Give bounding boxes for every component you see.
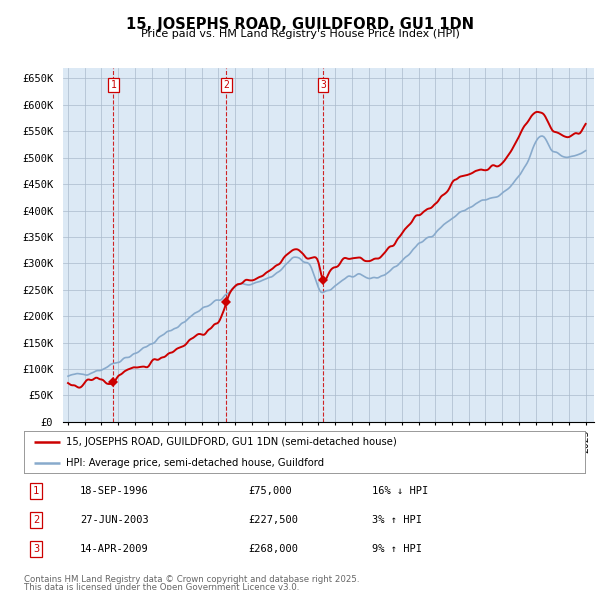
Text: 1: 1 bbox=[33, 486, 40, 496]
Text: 14-APR-2009: 14-APR-2009 bbox=[80, 545, 149, 554]
Text: 9% ↑ HPI: 9% ↑ HPI bbox=[372, 545, 422, 554]
Text: 3% ↑ HPI: 3% ↑ HPI bbox=[372, 515, 422, 525]
Text: £227,500: £227,500 bbox=[248, 515, 298, 525]
Text: 2: 2 bbox=[224, 80, 229, 90]
Text: £268,000: £268,000 bbox=[248, 545, 298, 554]
Text: 15, JOSEPHS ROAD, GUILDFORD, GU1 1DN (semi-detached house): 15, JOSEPHS ROAD, GUILDFORD, GU1 1DN (se… bbox=[66, 437, 397, 447]
Text: 2: 2 bbox=[33, 515, 40, 525]
Text: 3: 3 bbox=[320, 80, 326, 90]
Text: Contains HM Land Registry data © Crown copyright and database right 2025.: Contains HM Land Registry data © Crown c… bbox=[24, 575, 359, 584]
Text: 15, JOSEPHS ROAD, GUILDFORD, GU1 1DN: 15, JOSEPHS ROAD, GUILDFORD, GU1 1DN bbox=[126, 17, 474, 31]
Text: 18-SEP-1996: 18-SEP-1996 bbox=[80, 486, 149, 496]
Text: HPI: Average price, semi-detached house, Guildford: HPI: Average price, semi-detached house,… bbox=[66, 458, 324, 468]
Text: 27-JUN-2003: 27-JUN-2003 bbox=[80, 515, 149, 525]
Text: 16% ↓ HPI: 16% ↓ HPI bbox=[372, 486, 428, 496]
Text: £75,000: £75,000 bbox=[248, 486, 292, 496]
Text: 3: 3 bbox=[33, 545, 40, 554]
Text: 1: 1 bbox=[110, 80, 116, 90]
Text: Price paid vs. HM Land Registry's House Price Index (HPI): Price paid vs. HM Land Registry's House … bbox=[140, 29, 460, 39]
Text: This data is licensed under the Open Government Licence v3.0.: This data is licensed under the Open Gov… bbox=[24, 583, 299, 590]
